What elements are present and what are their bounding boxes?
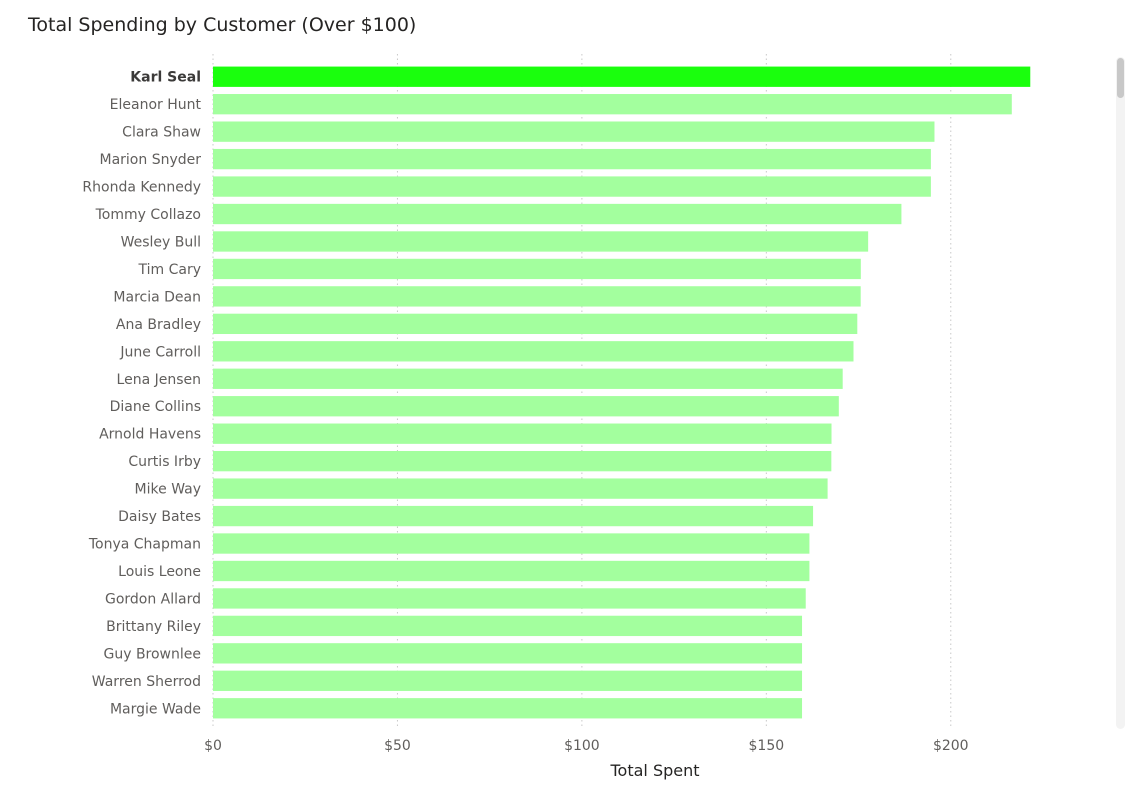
x-tick-layer: $0 $50 $100 $150 $200 bbox=[204, 738, 969, 754]
x-tick-label: $0 bbox=[204, 738, 222, 754]
x-tick-label: $50 bbox=[384, 738, 411, 754]
bar[interactable] bbox=[213, 258, 861, 280]
category-label: Arnold Havens bbox=[99, 427, 201, 443]
category-label: Louis Leone bbox=[118, 564, 201, 580]
bar[interactable] bbox=[213, 121, 935, 142]
bar[interactable] bbox=[213, 94, 1012, 115]
bar[interactable] bbox=[213, 588, 806, 609]
category-label: Rhonda Kennedy bbox=[82, 180, 201, 196]
category-label: Tommy Collazo bbox=[95, 207, 201, 223]
category-label: Tim Cary bbox=[138, 262, 202, 278]
bar[interactable] bbox=[213, 231, 869, 252]
bar[interactable] bbox=[213, 478, 828, 499]
category-label: Guy Brownlee bbox=[103, 646, 201, 662]
category-label: Wesley Bull bbox=[121, 234, 201, 250]
bar[interactable] bbox=[213, 203, 902, 225]
bar[interactable] bbox=[213, 368, 843, 389]
x-tick-label: $100 bbox=[564, 738, 600, 754]
bar[interactable] bbox=[213, 505, 814, 527]
category-label: Mike Way bbox=[135, 482, 201, 498]
category-label: Brittany Riley bbox=[106, 619, 201, 635]
bar[interactable] bbox=[213, 670, 803, 691]
category-label: Marcia Dean bbox=[113, 289, 201, 305]
bar[interactable] bbox=[213, 396, 839, 417]
bar[interactable] bbox=[213, 533, 810, 554]
bar[interactable] bbox=[213, 560, 810, 582]
category-label: Warren Sherrod bbox=[92, 674, 201, 690]
bar-highlighted[interactable] bbox=[213, 66, 1031, 87]
bar[interactable] bbox=[213, 313, 858, 335]
x-tick-label: $150 bbox=[749, 738, 785, 754]
scrollbar-track[interactable] bbox=[1116, 57, 1125, 729]
category-label-layer: Karl Seal Eleanor Hunt Clara Shaw Marion Sn… bbox=[82, 70, 201, 718]
bar[interactable] bbox=[213, 341, 854, 362]
category-label: Eleanor Hunt bbox=[110, 97, 202, 113]
category-label: June Carroll bbox=[119, 344, 201, 360]
category-label: Karl Seal bbox=[130, 70, 201, 86]
x-tick-label: $200 bbox=[933, 738, 969, 754]
bar[interactable] bbox=[213, 643, 803, 664]
category-label: Clara Shaw bbox=[122, 125, 201, 141]
category-label: Tonya Chapman bbox=[88, 537, 201, 553]
category-label: Margie Wade bbox=[110, 701, 201, 717]
bar[interactable] bbox=[213, 423, 832, 444]
scrollbar-thumb[interactable] bbox=[1117, 58, 1124, 98]
category-label: Diane Collins bbox=[110, 399, 201, 415]
category-label: Daisy Bates bbox=[118, 509, 201, 525]
category-label: Gordon Allard bbox=[105, 591, 201, 607]
chart-title: Total Spending by Customer (Over $100) bbox=[28, 14, 417, 36]
category-label: Ana Bradley bbox=[116, 317, 201, 333]
bar[interactable] bbox=[213, 615, 803, 637]
category-label: Curtis Irby bbox=[128, 454, 201, 470]
bar[interactable] bbox=[213, 450, 832, 472]
bar[interactable] bbox=[213, 176, 931, 197]
bar[interactable] bbox=[213, 148, 931, 170]
bar[interactable] bbox=[213, 698, 803, 719]
bar-layer bbox=[213, 66, 1031, 719]
x-axis-title: Total Spent bbox=[609, 761, 699, 780]
category-label: Marion Snyder bbox=[100, 152, 202, 168]
bar[interactable] bbox=[213, 286, 861, 307]
category-label: Lena Jensen bbox=[117, 372, 201, 388]
